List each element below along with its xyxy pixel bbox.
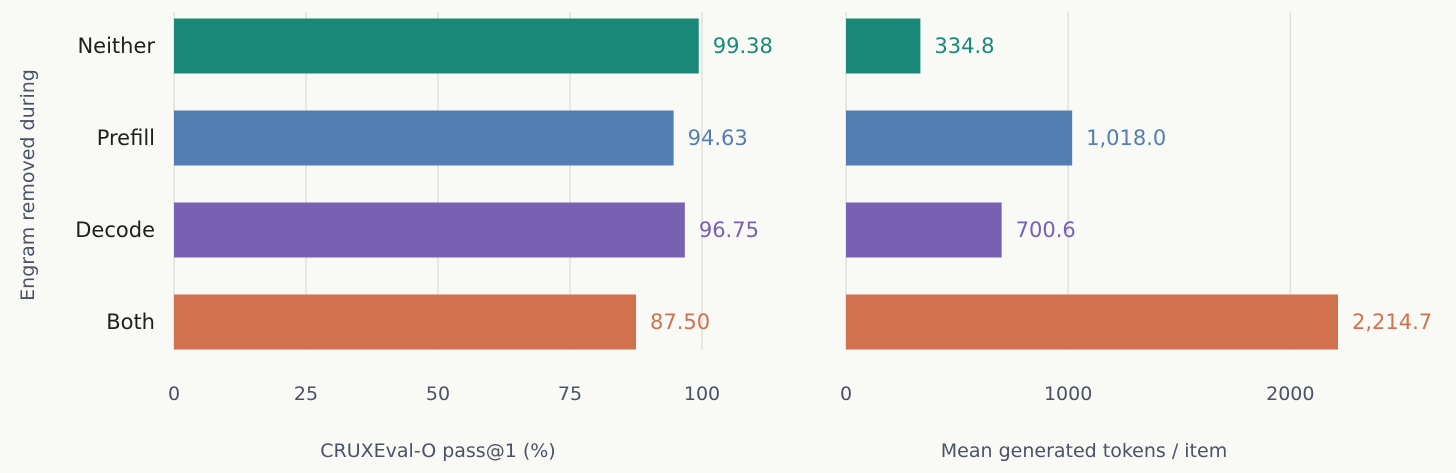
panel-pass-at-1: 0 25 50 75 100 99.38 94.63 96.75 87.50 CRUXEval-O… [168,12,773,462]
x-tick-label-0: 0 [840,383,852,405]
value-label-decode: 96.75 [699,218,759,242]
x-tick-label-50: 50 [426,383,450,405]
value-label-both: 2,214.7 [1352,310,1432,334]
x-axis-title: CRUXEval-O pass@1 (%) [320,440,555,462]
category-label-prefill: Prefill [97,126,155,150]
bar-neither [846,18,921,74]
value-label-neither: 334.8 [934,34,994,58]
bar-prefill [846,110,1073,166]
x-tick-label-75: 75 [558,383,582,405]
x-tick-label-2000: 2000 [1266,383,1314,405]
category-label-decode: Decode [75,218,155,242]
category-label-neither: Neither [77,34,155,58]
category-labels: Neither Prefill Decode Both [75,34,155,334]
value-label-prefill: 1,018.0 [1086,126,1166,150]
bar-prefill [174,110,674,166]
value-label-neither: 99.38 [713,34,773,58]
value-label-prefill: 94.63 [688,126,748,150]
bar-neither [174,18,699,74]
x-tick-label-1000: 1000 [1044,383,1092,405]
y-axis-title: Engram removed during [17,69,39,301]
category-label-both: Both [106,310,155,334]
bar-both [174,294,636,350]
bar-both [846,294,1338,350]
x-tick-label-25: 25 [294,383,318,405]
x-tick-label-100: 100 [684,383,720,405]
value-label-both: 87.50 [650,310,710,334]
value-label-decode: 700.6 [1016,218,1076,242]
bar-decode [174,202,685,258]
panel-mean-tokens: 0 1000 2000 334.8 1,018.0 700.6 2,214.7 Mean ge… [840,12,1432,462]
x-tick-label-0: 0 [168,383,180,405]
x-axis-title: Mean generated tokens / item [941,440,1227,462]
bar-decode [846,202,1002,258]
